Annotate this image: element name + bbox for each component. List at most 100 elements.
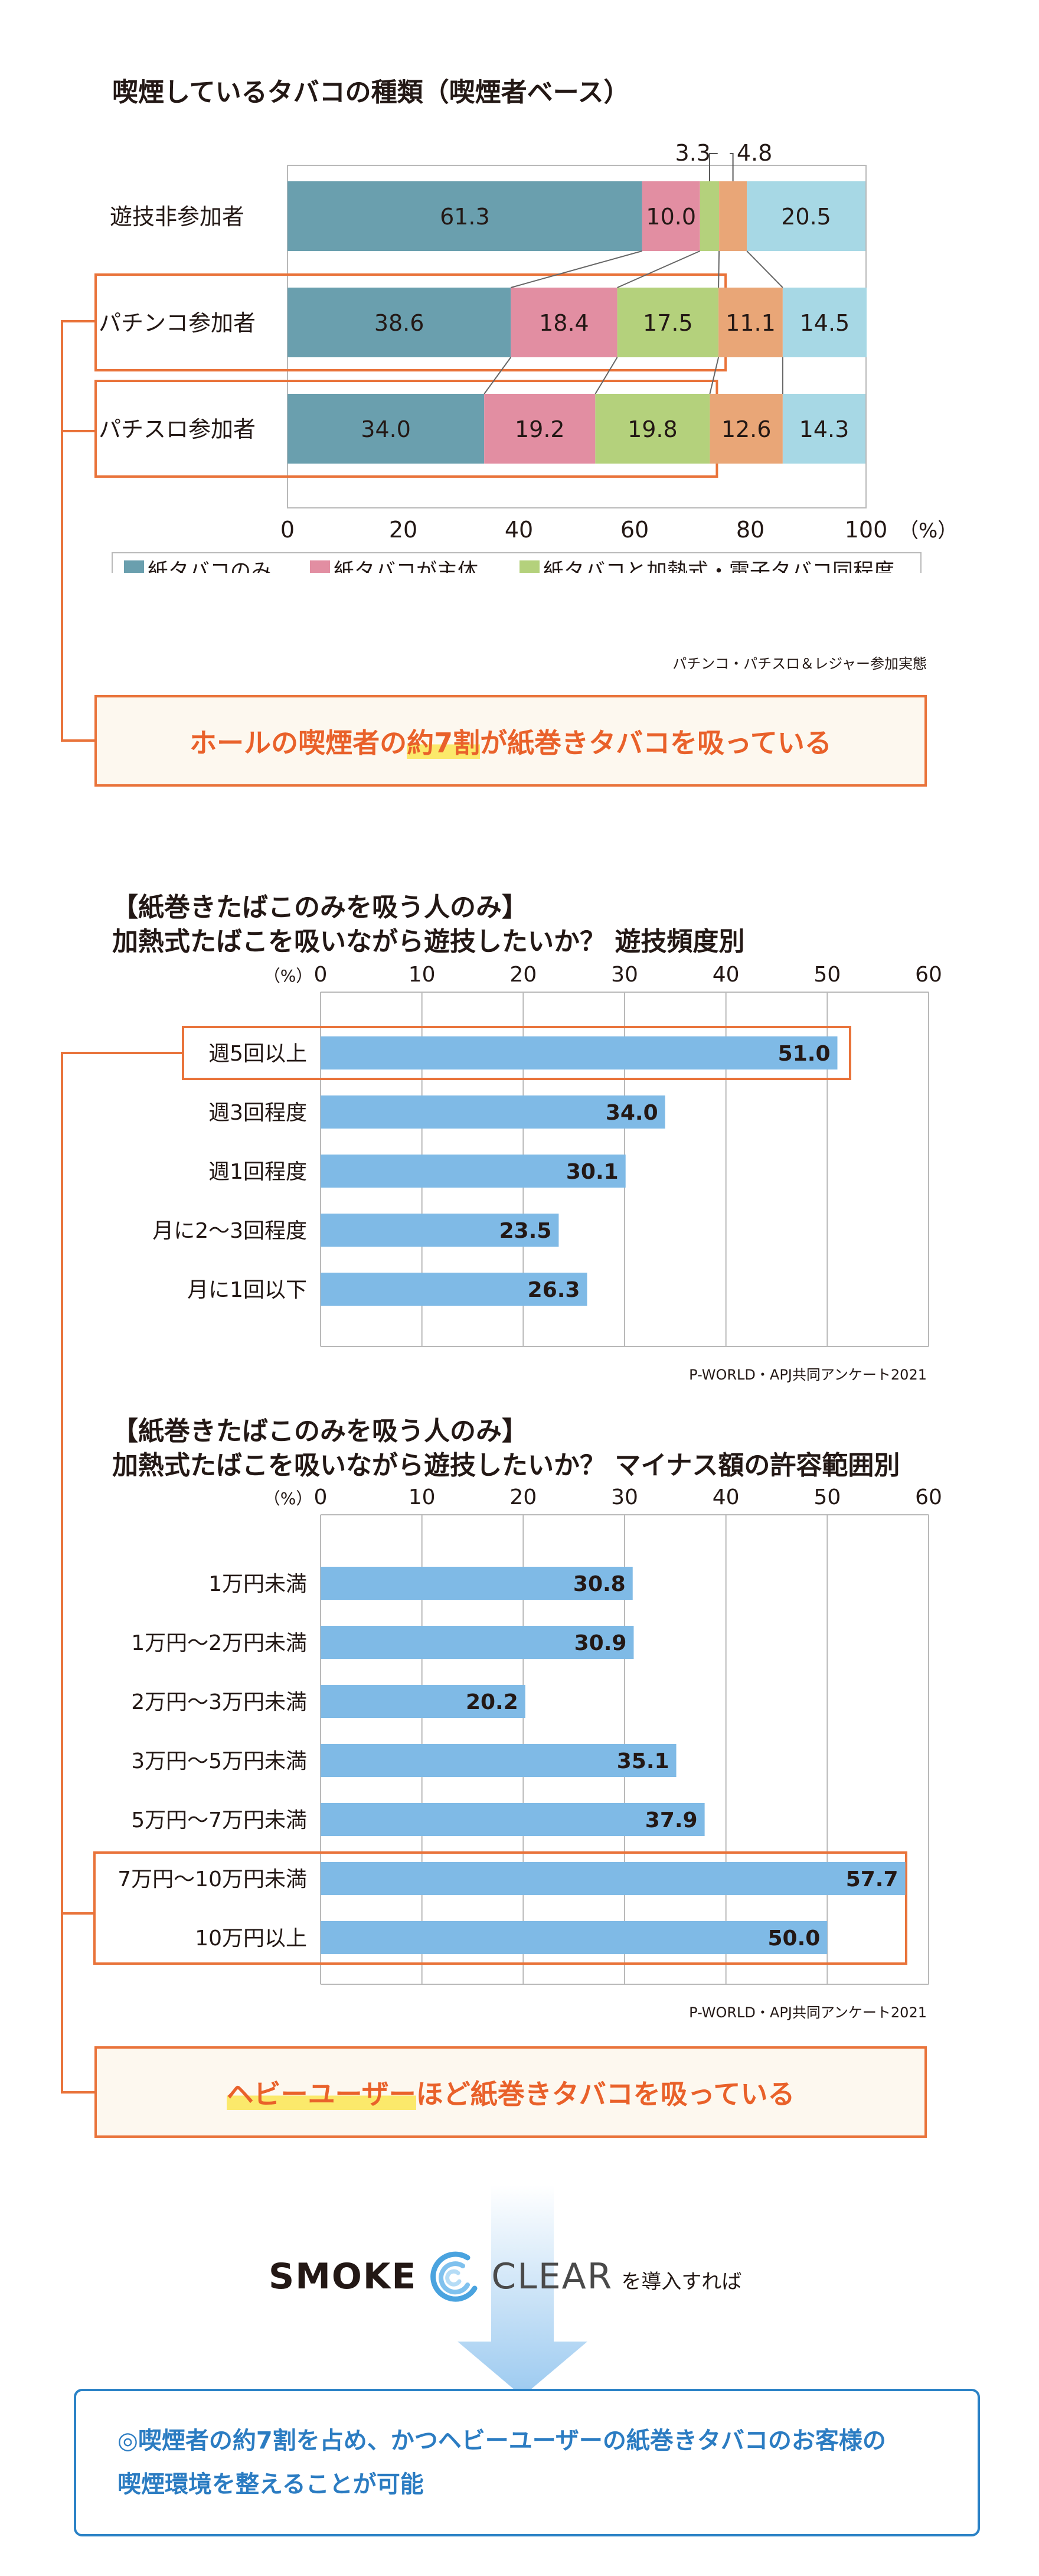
legend-label: 紙タバコと加熱式・電子タバコ同程度 — [543, 560, 894, 573]
bar — [321, 1214, 559, 1247]
category-label: 週1回程度 — [208, 1160, 307, 1184]
bar-segment — [700, 181, 720, 251]
data-label: 34.0 — [606, 1101, 658, 1125]
callout-highlight: ヘビーユーザー — [226, 2078, 416, 2110]
logo-swirl-icon — [430, 2251, 478, 2302]
conclusion-box: ◎喫煙者の約7割を占め、かつヘビーユーザーの紙巻きタバコのお客様の 喫煙環境を整… — [74, 2389, 980, 2536]
connector-segment — [511, 250, 643, 288]
bar — [321, 1862, 906, 1895]
bar — [321, 1155, 626, 1188]
legend-frame — [112, 552, 922, 573]
down-arrow-icon — [458, 2185, 587, 2396]
callout-heavy-users: ヘビーユーザーほど紙巻きタバコを吸っている — [94, 2046, 927, 2138]
bar — [321, 1626, 634, 1659]
callout-text: ヘビーユーザーほど紙巻きタバコを吸っている — [226, 2073, 795, 2112]
leader-line — [730, 153, 734, 181]
tick-label: 40 — [505, 517, 533, 543]
tick-label: 40 — [713, 963, 740, 987]
data-label: 51.0 — [778, 1042, 831, 1066]
bar-segment — [287, 394, 485, 464]
tick-label: 30 — [611, 963, 638, 987]
bar-chart-loss-tolerance: 0 10 20 30 40 50 60 （%） 1万円未満 30.8 1万円〜2万円未満 30.9 2万… — [93, 1485, 942, 1985]
bar-segment — [719, 181, 747, 251]
tick-label: 10 — [409, 963, 436, 987]
bar-segment — [718, 288, 783, 357]
category-label: パチンコ参加者 — [99, 310, 256, 336]
data-label: 38.6 — [374, 310, 424, 336]
data-label: 57.7 — [846, 1867, 898, 1892]
data-label: 14.3 — [799, 416, 850, 442]
connector-segment — [746, 250, 783, 288]
callout-text: ホールの喫煙者の約7割が紙巻きタバコを吸っている — [189, 722, 832, 761]
connector-segment — [594, 357, 618, 394]
callout-text-before: ホールの喫煙者の — [189, 726, 407, 759]
tick-label: 60 — [915, 1485, 942, 1509]
tick-label: 50 — [813, 963, 841, 987]
legend-swatch — [520, 560, 540, 573]
category-label: パチスロ参加者 — [99, 416, 256, 442]
connector-segment — [617, 250, 701, 288]
bar-segment — [595, 394, 710, 464]
category-label: 5万円〜7万円未満 — [131, 1808, 307, 1832]
callout-highlight: 約7割 — [407, 726, 481, 759]
smoke-clear-logo: SMOKE CLEAR を導入すれば — [269, 2247, 741, 2306]
legend: 紙タバコのみ紙タバコが主体紙タバコと加熱式・電子タバコ同程度加熱式・電子タバコが… — [112, 552, 922, 573]
category-label: 月に1回以下 — [187, 1278, 307, 1302]
chart2-title-line2: 加熱式たばこを吸いながら遊技したいか？ 遊技頻度別 — [112, 927, 745, 957]
logo-smoke-text: SMOKE — [269, 2256, 417, 2297]
data-label: 30.8 — [573, 1572, 626, 1596]
callout-text-after: が紙巻きタバコを吸っている — [480, 726, 832, 759]
bar — [321, 1685, 525, 1718]
legend-swatch — [310, 560, 330, 573]
tick-label: 80 — [736, 517, 764, 543]
connector-segment — [709, 357, 720, 394]
tick-label: 60 — [915, 963, 942, 987]
bar — [321, 1036, 838, 1069]
bar — [321, 1567, 633, 1600]
data-label: 20.5 — [781, 204, 831, 230]
logo-suffix-text: を導入すれば — [621, 2270, 742, 2294]
callout-smokers-majority: ホールの喫煙者の約7割が紙巻きタバコを吸っている — [94, 695, 927, 787]
chart3-title: 【紙巻きたばこのみを吸う人のみ】 加熱式たばこを吸いながら遊技したいか？ マイナ… — [112, 1414, 900, 1483]
chart3-source: P-WORLD・APJ共同アンケート2021 — [689, 2004, 927, 2021]
tick-label: 0 — [314, 963, 328, 987]
tick-label: 60 — [620, 517, 649, 543]
category-label: 3万円〜5万円未満 — [131, 1749, 307, 1773]
category-label: 遊技非参加者 — [110, 204, 244, 230]
axis-unit: （%） — [264, 1489, 313, 1508]
logo-clear-text: CLEAR — [491, 2256, 613, 2297]
data-label: 12.6 — [721, 416, 772, 442]
chart2-title-line1: 【紙巻きたばこのみを吸う人のみ】 — [112, 892, 528, 922]
data-label: 35.1 — [617, 1749, 669, 1773]
category-label: 2万円〜3万円未満 — [131, 1690, 307, 1714]
bar-chart-frequency: 0 10 20 30 40 50 60 （%） 週5回以上 51.0 週3回程度 34.0 週1回程度 3… — [152, 963, 942, 1347]
category-label: 週3回程度 — [208, 1101, 307, 1125]
connector-segment — [718, 250, 720, 288]
chart3-title-line2: 加熱式たばこを吸いながら遊技したいか？ マイナス額の許容範囲別 — [112, 1450, 900, 1481]
legend-label: 紙タバコが主体 — [334, 560, 478, 573]
category-label: 月に2〜3回程度 — [152, 1219, 307, 1243]
bar-segment — [287, 181, 642, 251]
legend-label: 紙タバコのみ — [148, 560, 272, 573]
callout-text-after: ほど紙巻きタバコを吸っている — [416, 2078, 795, 2110]
data-label: 30.9 — [574, 1631, 627, 1655]
category-label: 1万円〜2万円未満 — [131, 1631, 307, 1655]
stacked-bar-chart: 遊技非参加者 61.3 10.0 3.3 4.8 20.5 パチンコ参加者 38.6 18.4 1… — [94, 140, 958, 573]
bar-segment — [782, 288, 867, 357]
data-label: 3.3 — [675, 140, 711, 166]
data-label: 19.8 — [628, 416, 678, 442]
category-label: 10万円以上 — [195, 1926, 307, 1951]
data-label: 26.3 — [528, 1278, 580, 1302]
tick-label: 50 — [813, 1485, 841, 1509]
category-label: 1万円未満 — [208, 1572, 307, 1596]
data-label: 14.5 — [800, 310, 850, 336]
data-label: 20.2 — [466, 1690, 518, 1714]
row-highlight-box — [182, 1026, 851, 1080]
chart2-title: 【紙巻きたばこのみを吸う人のみ】 加熱式たばこを吸いながら遊技したいか？ 遊技頻… — [112, 891, 744, 959]
chart2-source: P-WORLD・APJ共同アンケート2021 — [689, 1367, 927, 1383]
bar-segment — [484, 394, 596, 464]
data-label: 17.5 — [643, 310, 693, 336]
bar-segment — [747, 181, 866, 251]
axis-unit: （%） — [898, 519, 958, 543]
tick-label: 30 — [611, 1485, 638, 1509]
